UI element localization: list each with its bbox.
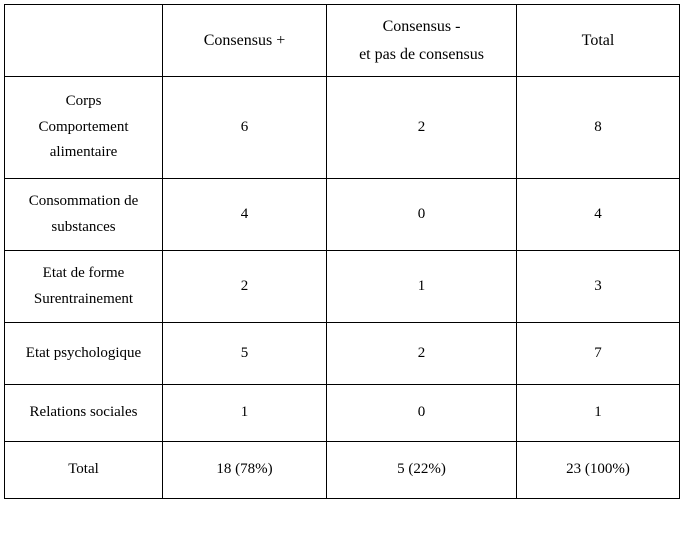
row-fitness-label-line2: Surentrainement [34,291,133,307]
row-fitness-consensus-plus: 2 [163,251,327,323]
row-fitness-label-line1: Etat de forme [43,265,125,281]
row-totals-label: Total [5,442,163,499]
row-social-total: 1 [517,385,680,442]
table-row: Relations sociales 1 0 1 [5,385,680,442]
row-body-consensus-minus: 2 [327,77,517,179]
header-total: Total [517,5,680,77]
row-substances-label-line1: Consommation de [29,193,139,209]
row-totals-consensus-minus: 5 (22%) [327,442,517,499]
row-social-consensus-plus: 1 [163,385,327,442]
row-body-label-line3: alimentaire [50,144,117,160]
row-fitness-total: 3 [517,251,680,323]
header-consensus-plus: Consensus + [163,5,327,77]
row-fitness-label: Etat de forme Surentrainement [5,251,163,323]
row-psych-consensus-plus: 5 [163,323,327,385]
table-row: Corps Comportement alimentaire 6 2 8 [5,77,680,179]
row-body-label-line2: Comportement [39,119,129,135]
row-social-consensus-minus: 0 [327,385,517,442]
consensus-table: Consensus + Consensus - et pas de consen… [4,4,680,499]
row-psych-total: 7 [517,323,680,385]
row-substances-consensus-minus: 0 [327,179,517,251]
table-row: Etat psychologique 5 2 7 [5,323,680,385]
row-body-label-line1: Corps [66,93,102,109]
row-body-total: 8 [517,77,680,179]
row-body-label: Corps Comportement alimentaire [5,77,163,179]
table-row: Etat de forme Surentrainement 2 1 3 [5,251,680,323]
header-consensus-minus-line1: Consensus - [383,18,461,35]
row-totals-total: 23 (100%) [517,442,680,499]
row-substances-total: 4 [517,179,680,251]
row-fitness-consensus-minus: 1 [327,251,517,323]
row-substances-label-line2: substances [51,219,115,235]
row-social-label: Relations sociales [5,385,163,442]
header-consensus-minus: Consensus - et pas de consensus [327,5,517,77]
table-row: Consommation de substances 4 0 4 [5,179,680,251]
row-substances-label: Consommation de substances [5,179,163,251]
header-empty [5,5,163,77]
row-psych-label: Etat psychologique [5,323,163,385]
row-psych-consensus-minus: 2 [327,323,517,385]
header-consensus-minus-line2: et pas de consensus [359,46,484,63]
row-body-consensus-plus: 6 [163,77,327,179]
table-header-row: Consensus + Consensus - et pas de consen… [5,5,680,77]
row-totals-consensus-plus: 18 (78%) [163,442,327,499]
table-row-totals: Total 18 (78%) 5 (22%) 23 (100%) [5,442,680,499]
row-substances-consensus-plus: 4 [163,179,327,251]
